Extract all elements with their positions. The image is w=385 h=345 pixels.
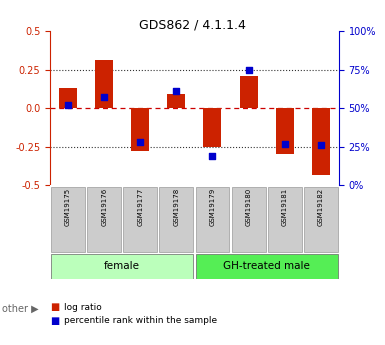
Bar bbox=[203, 108, 221, 147]
Point bbox=[209, 153, 216, 159]
Text: percentile rank within the sample: percentile rank within the sample bbox=[64, 316, 217, 325]
Text: log ratio: log ratio bbox=[64, 303, 101, 312]
Point bbox=[65, 102, 71, 108]
Point bbox=[281, 141, 288, 146]
Text: ■: ■ bbox=[50, 302, 59, 312]
Text: GSM19181: GSM19181 bbox=[282, 188, 288, 226]
Point bbox=[246, 67, 252, 72]
Text: GSM19178: GSM19178 bbox=[173, 188, 179, 226]
Point bbox=[137, 139, 143, 145]
Text: GSM19180: GSM19180 bbox=[246, 188, 251, 226]
Bar bbox=[196, 254, 338, 279]
Text: GSM19177: GSM19177 bbox=[137, 188, 143, 226]
Bar bbox=[123, 187, 157, 252]
Bar bbox=[95, 60, 113, 108]
Bar bbox=[268, 187, 301, 252]
Bar bbox=[196, 187, 229, 252]
Bar bbox=[131, 108, 149, 151]
Bar bbox=[87, 187, 121, 252]
Text: female: female bbox=[104, 261, 140, 271]
Bar bbox=[276, 108, 294, 155]
Bar bbox=[59, 88, 77, 108]
Text: ■: ■ bbox=[50, 316, 59, 326]
Text: GSM19179: GSM19179 bbox=[209, 188, 216, 226]
Bar bbox=[239, 76, 258, 108]
Bar bbox=[304, 187, 338, 252]
Point bbox=[101, 95, 107, 100]
Bar bbox=[51, 187, 85, 252]
Text: GH-treated male: GH-treated male bbox=[223, 261, 310, 271]
Text: GSM19175: GSM19175 bbox=[65, 188, 71, 226]
Text: GDS862 / 4.1.1.4: GDS862 / 4.1.1.4 bbox=[139, 19, 246, 32]
Text: GSM19176: GSM19176 bbox=[101, 188, 107, 226]
Bar bbox=[159, 187, 193, 252]
Bar bbox=[312, 108, 330, 175]
Text: GSM19182: GSM19182 bbox=[318, 188, 324, 226]
Point bbox=[173, 88, 179, 94]
Bar bbox=[51, 254, 193, 279]
Bar bbox=[232, 187, 266, 252]
Point bbox=[318, 142, 324, 148]
Text: other ▶: other ▶ bbox=[2, 304, 38, 314]
Bar bbox=[167, 94, 186, 108]
